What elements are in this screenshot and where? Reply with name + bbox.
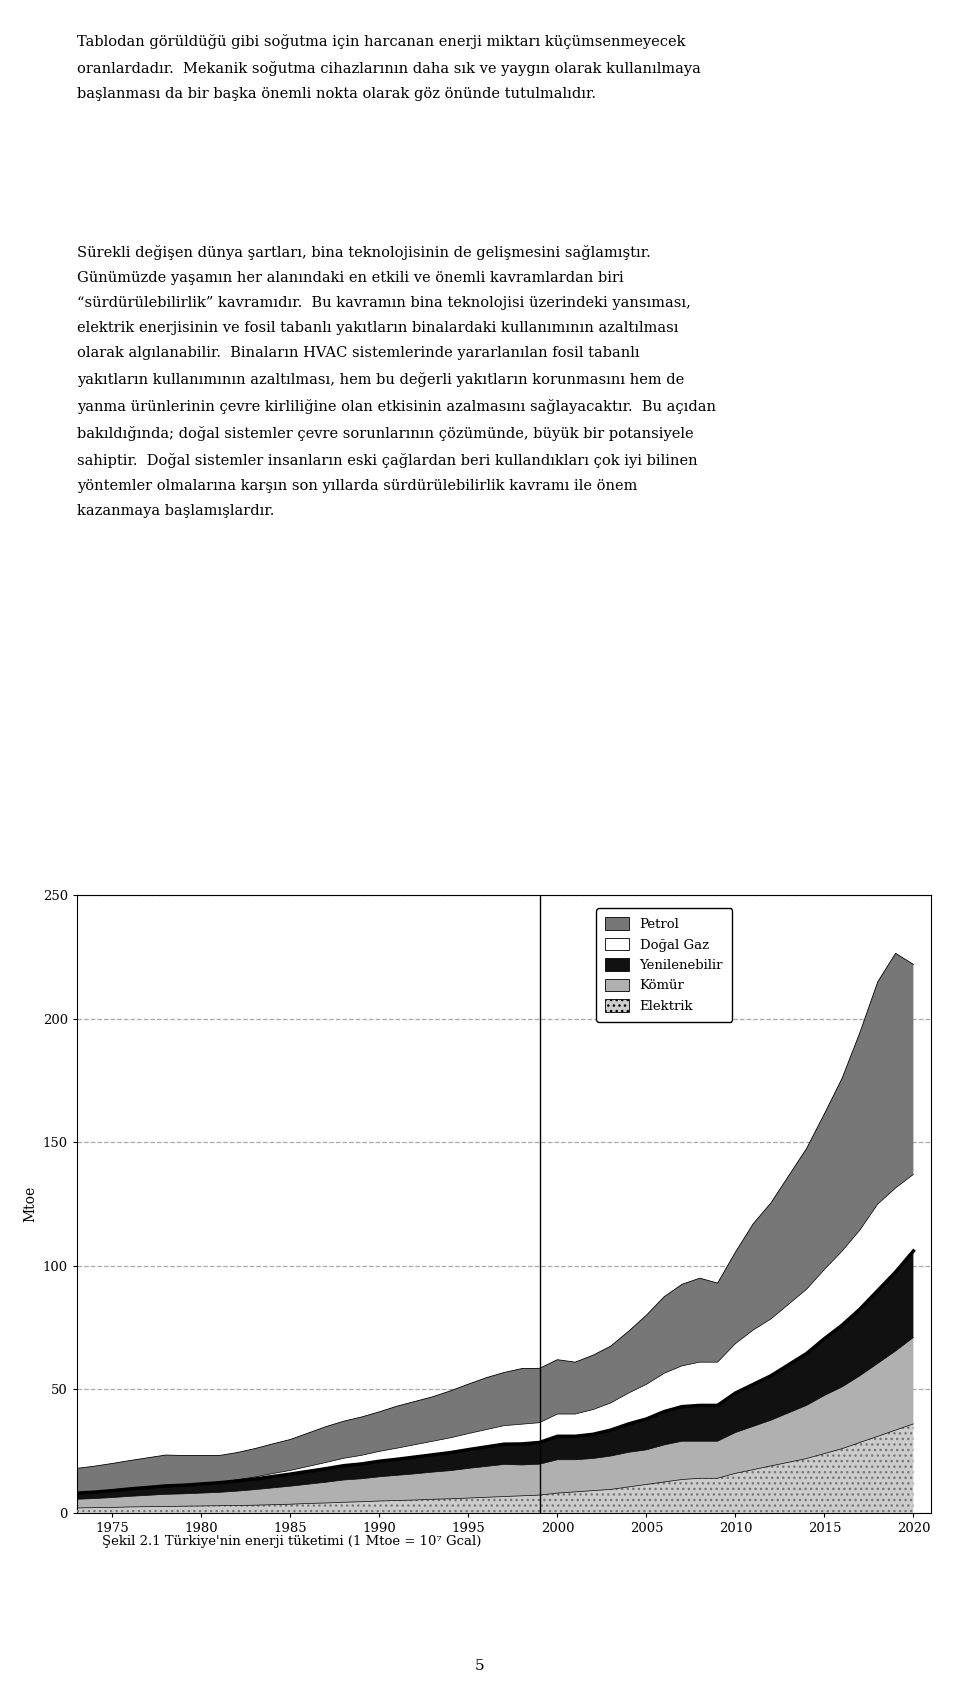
Text: Şekil 2.1 Türkiye'nin enerji tüketimi (1 Mtoe = 10⁷ Gcal): Şekil 2.1 Türkiye'nin enerji tüketimi (1… (103, 1536, 482, 1547)
Text: Tablodan görüldüğü gibi soğutma için harcanan enerji miktarı küçümsenmeyecek
ora: Tablodan görüldüğü gibi soğutma için har… (77, 34, 701, 102)
Text: 5: 5 (475, 1659, 485, 1673)
Text: Sürekli değişen dünya şartları, bina teknolojisinin de gelişmesini sağlamıştır.
: Sürekli değişen dünya şartları, bina tek… (77, 245, 716, 518)
Y-axis label: Mtoe: Mtoe (23, 1185, 37, 1222)
Legend: Petrol, Doğal Gaz, Yenilenebilir, Kömür, Elektrik: Petrol, Doğal Gaz, Yenilenebilir, Kömür,… (596, 907, 732, 1023)
